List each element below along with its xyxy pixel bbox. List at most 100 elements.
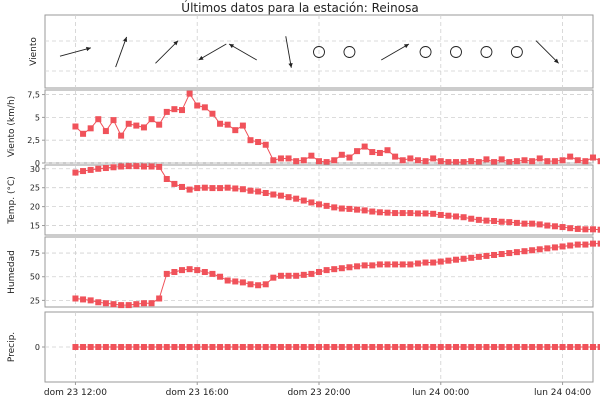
data-point — [529, 158, 536, 165]
data-point — [95, 165, 102, 172]
y-tick-label: 75 — [30, 249, 40, 258]
data-point — [445, 257, 452, 264]
data-point — [521, 157, 528, 164]
data-point — [156, 344, 163, 350]
data-point — [475, 216, 482, 223]
data-point — [491, 251, 498, 258]
data-point — [72, 344, 79, 350]
wind-arrow-shaft — [228, 43, 257, 61]
data-point — [559, 224, 566, 231]
data-point — [483, 217, 490, 224]
data-point — [285, 344, 292, 350]
data-point — [179, 107, 185, 114]
data-point — [460, 344, 467, 350]
data-point — [346, 205, 353, 212]
data-point — [354, 263, 361, 270]
data-point — [392, 210, 399, 217]
data-point — [255, 139, 262, 146]
data-point — [156, 295, 163, 302]
panel-3: Temp. (°C) 15 20 25 30 — [7, 163, 600, 236]
chart-title: Últimos datos para la estación: Reinosa — [181, 1, 419, 15]
data-point — [277, 272, 284, 279]
data-point — [80, 168, 87, 175]
chart-title-holder: Últimos datos para la estación: Reinosa — [0, 1, 600, 15]
x-tick-label: lun 24 04:00 — [534, 388, 591, 398]
data-point — [498, 156, 505, 163]
data-point — [140, 300, 147, 307]
y-tick-label: 5 — [35, 113, 40, 122]
data-point — [239, 122, 246, 129]
data-point — [232, 344, 239, 350]
data-point — [597, 158, 600, 165]
data-point — [521, 248, 528, 255]
data-point — [567, 225, 574, 232]
data-point — [247, 281, 254, 288]
data-point — [133, 122, 140, 129]
calm-wind-marker — [343, 46, 356, 58]
data-point — [483, 344, 490, 350]
data-point — [156, 163, 163, 170]
data-point — [430, 344, 437, 350]
data-point — [506, 219, 513, 226]
data-point — [194, 344, 201, 350]
data-point — [293, 344, 300, 350]
data-point — [224, 184, 231, 191]
data-point — [316, 344, 322, 350]
data-point — [453, 213, 459, 220]
data-point — [544, 245, 551, 252]
data-point — [422, 344, 429, 350]
data-point — [574, 344, 581, 350]
data-point — [293, 158, 300, 165]
data-point — [262, 281, 269, 288]
data-point — [338, 344, 345, 350]
data-point — [513, 219, 520, 226]
data-point — [331, 266, 338, 273]
data-point — [597, 344, 600, 350]
data-point — [361, 207, 368, 214]
data-point — [179, 344, 185, 350]
data-point — [110, 117, 117, 124]
data-point — [437, 344, 444, 350]
data-point — [255, 188, 262, 195]
data-point — [453, 344, 459, 350]
wind-arrow-head — [288, 62, 293, 68]
data-point — [95, 344, 102, 350]
data-point — [567, 242, 574, 249]
data-point — [422, 158, 429, 165]
data-point — [574, 157, 581, 164]
wind-arrow-head — [122, 36, 128, 42]
data-point — [87, 297, 94, 304]
data-point — [422, 210, 429, 217]
data-point — [437, 211, 444, 218]
data-point — [262, 190, 269, 196]
data-point — [354, 206, 361, 213]
data-point — [369, 344, 376, 350]
calm-wind-marker — [313, 46, 325, 58]
calm-wind-marker — [419, 46, 432, 58]
data-point — [338, 151, 345, 158]
data-point — [551, 158, 558, 165]
wind-arrow-shaft — [59, 47, 92, 57]
wind-arrow-head — [403, 44, 409, 49]
x-tick-label: dom 23 16:00 — [166, 388, 229, 398]
data-point — [316, 201, 322, 208]
data-point — [255, 282, 262, 289]
y-axis-label: Humedad — [7, 250, 17, 294]
data-point — [118, 132, 125, 139]
data-point — [300, 271, 307, 278]
data-point — [430, 155, 437, 162]
y-tick-label: 0 — [35, 159, 40, 168]
data-point — [521, 344, 528, 350]
data-point — [544, 344, 551, 350]
data-point — [506, 159, 513, 166]
data-point — [277, 192, 284, 199]
data-point — [407, 210, 414, 217]
data-point — [529, 344, 536, 350]
data-point — [407, 344, 414, 350]
data-point — [102, 300, 109, 307]
data-point — [460, 214, 467, 221]
data-point — [361, 143, 368, 150]
data-point — [513, 344, 520, 350]
data-point — [361, 262, 368, 269]
data-point — [453, 159, 459, 166]
